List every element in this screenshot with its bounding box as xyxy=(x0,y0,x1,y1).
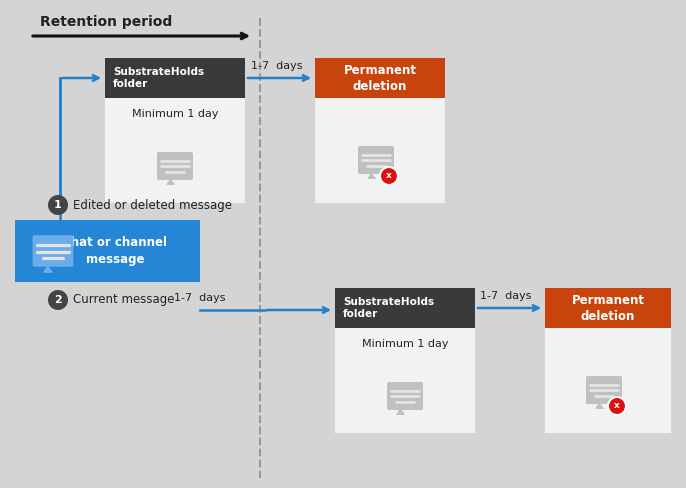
Bar xyxy=(545,328,671,433)
Text: Edited or deleted message: Edited or deleted message xyxy=(73,199,232,211)
FancyBboxPatch shape xyxy=(387,382,423,410)
Text: 1: 1 xyxy=(54,200,62,210)
Bar xyxy=(105,98,245,203)
Bar xyxy=(335,328,475,433)
Text: 1-7  days: 1-7 days xyxy=(480,291,532,301)
Text: x: x xyxy=(614,402,620,410)
Text: 1-7  days: 1-7 days xyxy=(251,61,303,71)
Text: 1-7  days: 1-7 days xyxy=(174,293,226,303)
Text: Permanent
deletion: Permanent deletion xyxy=(344,63,416,93)
FancyBboxPatch shape xyxy=(586,376,622,404)
Circle shape xyxy=(380,167,398,185)
Text: Retention period: Retention period xyxy=(40,15,172,29)
Bar xyxy=(545,288,671,328)
Circle shape xyxy=(608,397,626,415)
Polygon shape xyxy=(43,265,54,273)
Text: Chat or channel
message: Chat or channel message xyxy=(62,236,167,266)
Text: 2: 2 xyxy=(54,295,62,305)
Bar xyxy=(315,98,445,203)
Circle shape xyxy=(48,290,68,310)
Text: Minimum 1 day: Minimum 1 day xyxy=(132,109,218,119)
Bar xyxy=(335,288,475,328)
Bar xyxy=(315,58,445,98)
FancyBboxPatch shape xyxy=(358,146,394,174)
Text: Minimum 1 day: Minimum 1 day xyxy=(362,339,448,349)
Polygon shape xyxy=(166,178,175,185)
Circle shape xyxy=(48,195,68,215)
Text: Permanent
deletion: Permanent deletion xyxy=(571,293,645,323)
Polygon shape xyxy=(397,408,405,415)
Text: x: x xyxy=(386,171,392,181)
FancyBboxPatch shape xyxy=(33,235,73,267)
Polygon shape xyxy=(595,402,604,409)
Bar xyxy=(15,220,200,282)
Text: Current message: Current message xyxy=(73,293,174,306)
Text: SubstrateHolds
folder: SubstrateHolds folder xyxy=(113,67,204,89)
Bar xyxy=(105,58,245,98)
FancyBboxPatch shape xyxy=(157,152,193,180)
Polygon shape xyxy=(367,172,376,179)
Text: SubstrateHolds
folder: SubstrateHolds folder xyxy=(343,297,434,319)
